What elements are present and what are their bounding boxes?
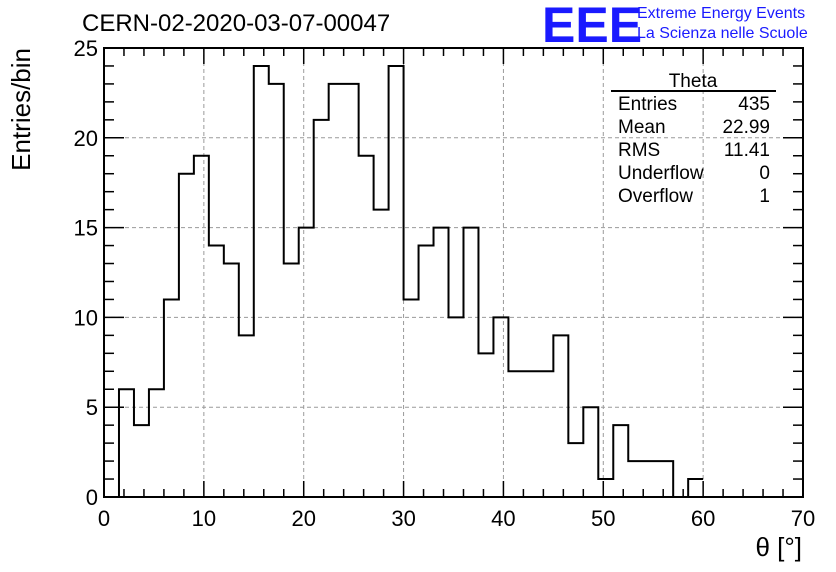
histogram-bin (149, 389, 164, 497)
stats-value: 1 (759, 186, 770, 207)
histogram-bin (493, 317, 508, 497)
histogram-bin (568, 443, 583, 497)
run-title: CERN-02-2020-03-07-00047 (82, 10, 390, 37)
histogram-bin (643, 461, 658, 497)
histogram-bin (284, 264, 299, 497)
histogram-bin (389, 66, 404, 497)
stats-label: Overflow (618, 186, 693, 207)
grid (104, 48, 803, 497)
histogram-bin (613, 425, 628, 497)
y-tick-label: 0 (86, 485, 98, 510)
stats-title: Theta (669, 71, 718, 92)
histogram-bin (404, 299, 419, 497)
x-tick-label: 20 (291, 506, 315, 531)
x-tick-label: 50 (591, 506, 615, 531)
stats-value: 11.41 (724, 140, 770, 161)
histogram-bin (269, 84, 284, 497)
histogram-bin (538, 371, 553, 497)
histogram-bin (478, 353, 493, 497)
y-tick-label: 10 (74, 305, 98, 330)
x-tick-label: 60 (691, 506, 715, 531)
histogram-bin (658, 461, 673, 497)
histogram-bin (179, 174, 194, 497)
histogram-bin (209, 246, 224, 497)
histogram-bin (329, 84, 344, 497)
histogram-bin (164, 299, 179, 497)
y-axis-title: Entries/bin (6, 48, 36, 171)
histogram-bin (449, 317, 464, 497)
histogram-bin (359, 156, 374, 497)
stats-label: Entries (618, 94, 677, 115)
histogram-bin (553, 335, 568, 497)
x-tick-label: 0 (98, 506, 110, 531)
histogram-bin (344, 84, 359, 497)
histogram-bin (224, 264, 239, 497)
x-tick-label: 30 (391, 506, 415, 531)
histogram-bin (583, 407, 598, 497)
x-axis-title: θ [°] (755, 532, 802, 562)
histogram-bin (523, 371, 538, 497)
plot-border (103, 47, 804, 498)
histogram-bin (239, 335, 254, 497)
stats-value: 435 (738, 94, 770, 115)
y-tick-label: 5 (86, 395, 98, 420)
histogram-bin (434, 228, 449, 497)
histogram-bin (254, 66, 269, 497)
stats-box: Theta Entries 435 Mean 22.99 RMS 11.41 Underfl… (611, 71, 776, 207)
logo-line-2: La Scienza nelle Scuole (637, 25, 808, 42)
histogram-bin (314, 120, 329, 497)
eee-logo: EEE (542, 0, 642, 53)
histogram-bin (194, 156, 209, 497)
y-tick-label: 15 (74, 216, 98, 241)
stats-label: Mean (618, 117, 666, 138)
histogram-bin (463, 228, 478, 497)
stats-label: RMS (618, 140, 660, 161)
histogram-bin (374, 210, 389, 497)
histogram (117, 64, 704, 498)
histogram-bin (628, 461, 643, 497)
x-tick-label: 40 (491, 506, 515, 531)
stats-rows: Entries 435 Mean 22.99 RMS 11.41 Underflow 0 Ove… (618, 94, 770, 207)
histogram-bin (419, 246, 434, 497)
x-tick-label: 10 (192, 506, 216, 531)
histogram-bin (119, 389, 134, 497)
histogram-bin (598, 479, 613, 497)
stats-value: 0 (759, 163, 770, 184)
histogram-line (117, 64, 704, 498)
stats-label: Underflow (618, 163, 704, 184)
y-tick-label: 25 (74, 36, 98, 61)
histogram-bin (508, 371, 523, 497)
stats-value: 22.99 (722, 117, 770, 138)
y-tick-label: 20 (74, 126, 98, 151)
histogram-bin (134, 425, 149, 497)
x-tick-label: 70 (791, 506, 815, 531)
histogram-bin (688, 479, 703, 497)
plot-frame (103, 47, 804, 498)
logo-line-1: Extreme Energy Events (637, 5, 805, 22)
histogram-bin (299, 228, 314, 497)
